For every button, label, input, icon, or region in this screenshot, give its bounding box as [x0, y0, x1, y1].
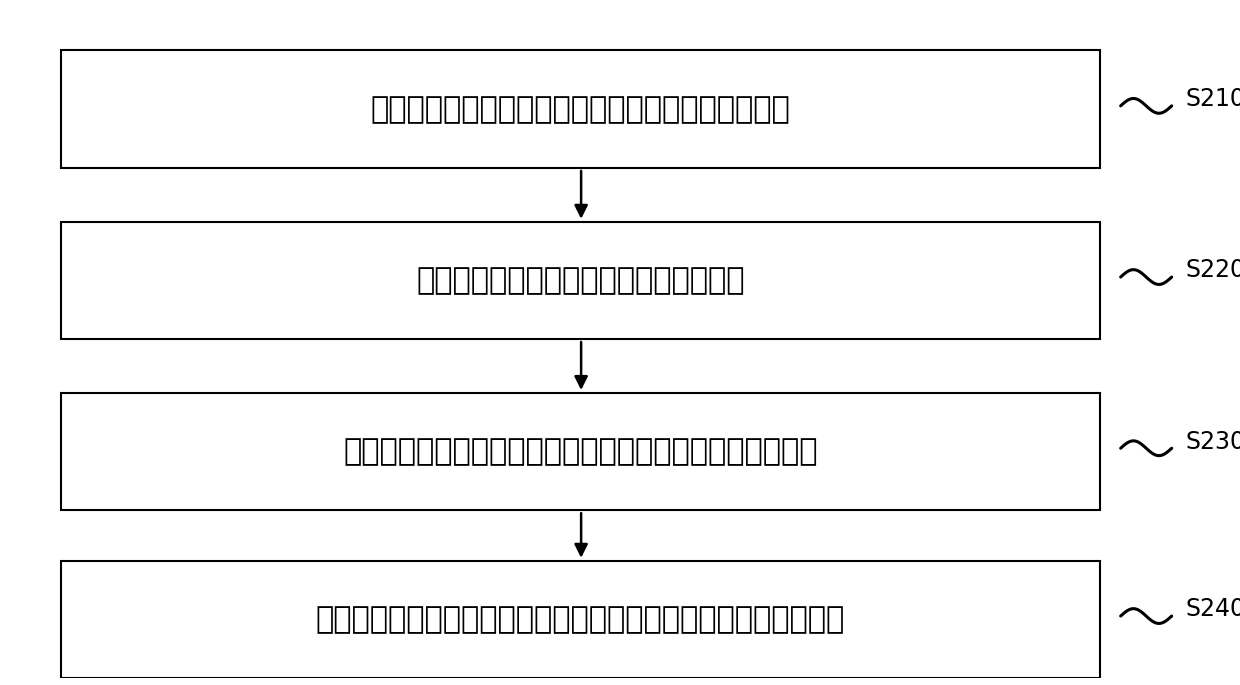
Text: 控制时序控制模块输出脉宽调制驱动信号: 控制时序控制模块输出脉宽调制驱动信号	[417, 266, 745, 295]
Bar	[61, 51, 1100, 168]
Bar	[61, 560, 1100, 678]
Text: 控制切割机枪开关的状态为触发状态并给定引弧电流: 控制切割机枪开关的状态为触发状态并给定引弧电流	[371, 95, 790, 124]
Text: S240: S240	[1185, 597, 1240, 621]
Text: 根据获取的脉宽调制驱动信号控制引导弧电路输出回路电流: 根据获取的脉宽调制驱动信号控制引导弧电路输出回路电流	[343, 437, 817, 466]
Text: 检测回路电流大于或等于第一预设电流，控制切割机气阀通气工作: 检测回路电流大于或等于第一预设电流，控制切割机气阀通气工作	[316, 605, 846, 634]
Text: S230: S230	[1185, 429, 1240, 453]
Bar	[61, 222, 1100, 339]
Text: S210: S210	[1185, 87, 1240, 111]
Text: S220: S220	[1185, 258, 1240, 282]
Bar	[61, 393, 1100, 510]
